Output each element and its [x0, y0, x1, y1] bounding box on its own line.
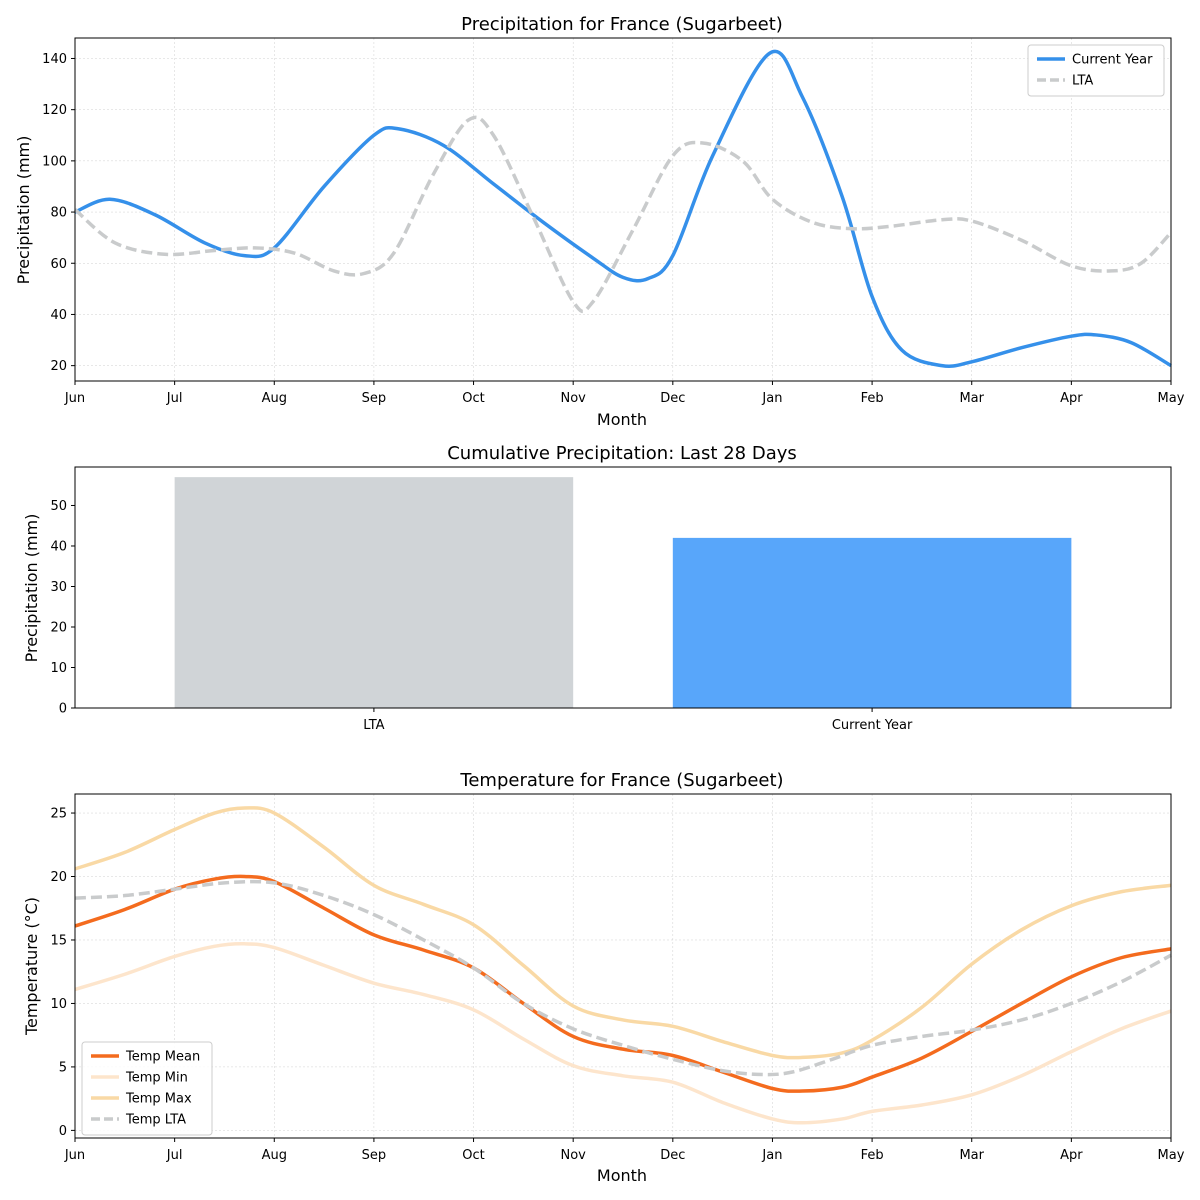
- y-axis-ticks: 0 5 10 15 20 25: [50, 807, 75, 1139]
- legend-box: [81, 1041, 213, 1136]
- x-tick-label: Oct: [462, 1148, 484, 1163]
- y-axis-label: Temperature (°C): [22, 897, 41, 1036]
- grid: [74, 794, 1172, 1138]
- series-lines: [74, 806, 1172, 1125]
- cumulative-precipitation-bar-chart: Cumulative Precipitation: Last 28 Days L…: [22, 443, 1172, 733]
- x-axis-label: Month: [597, 410, 647, 429]
- grid: [74, 38, 1172, 381]
- series-line: [74, 806, 1172, 1060]
- precipitation-line-chart: Precipitation for France (Sugarbeet) Jun…: [14, 14, 1185, 429]
- y-tick-label: 20: [50, 870, 67, 885]
- x-tick-label: Dec: [660, 391, 685, 406]
- series-lines: [73, 49, 1173, 369]
- series-line: [74, 49, 1172, 369]
- x-tick-label: Jul: [166, 1148, 183, 1163]
- legend-label: Temp Min: [125, 1071, 188, 1086]
- y-axis-label: Precipitation (mm): [22, 514, 41, 663]
- plot-frame: [74, 793, 1172, 1139]
- x-tick-label: Dec: [660, 1148, 685, 1163]
- x-tick-label: Oct: [462, 391, 484, 406]
- y-tick-label: 50: [50, 499, 67, 514]
- series-line: [74, 874, 1172, 1093]
- legend-label: Temp Mean: [125, 1050, 200, 1065]
- bar: [672, 537, 1072, 708]
- y-tick-label: 120: [42, 103, 67, 118]
- plot-frame: [74, 466, 1172, 709]
- y-tick-label: 20: [50, 359, 67, 374]
- x-tick-label: Jun: [64, 1148, 85, 1163]
- y-tick-label: 15: [50, 933, 67, 948]
- x-tick-label: LTA: [363, 718, 384, 733]
- y-tick-label: 100: [42, 154, 67, 169]
- x-tick-label: Jun: [64, 391, 85, 406]
- chart-title: Cumulative Precipitation: Last 28 Days: [447, 443, 797, 464]
- x-tick-label: May: [1158, 391, 1185, 406]
- y-tick-label: 20: [50, 620, 67, 635]
- y-tick-label: 25: [50, 807, 67, 822]
- x-tick-label: May: [1158, 1148, 1185, 1163]
- y-tick-label: 10: [50, 997, 67, 1012]
- x-tick-label: Sep: [362, 391, 387, 406]
- y-axis-ticks: 20 40 60 80 100 120 140: [42, 52, 75, 374]
- y-axis-ticks: 0 10 20 30 40 50: [50, 499, 75, 717]
- legend: Temp Mean Temp Min Temp Max Temp LTA: [81, 1041, 213, 1136]
- bars: [174, 477, 1072, 708]
- y-tick-label: 5: [59, 1060, 67, 1075]
- x-tick-label: Mar: [959, 391, 984, 406]
- x-tick-label: Feb: [861, 1148, 884, 1163]
- x-tick-label: Jul: [166, 391, 183, 406]
- x-tick-label: Jan: [761, 391, 782, 406]
- x-tick-label: Aug: [262, 1148, 287, 1163]
- series-line: [74, 879, 1172, 1077]
- y-tick-label: 0: [59, 702, 67, 717]
- legend: Current Year LTA: [1027, 44, 1165, 97]
- bar: [174, 477, 574, 708]
- y-tick-label: 40: [50, 539, 67, 554]
- x-tick-label: Nov: [560, 1148, 586, 1163]
- y-tick-label: 140: [42, 52, 67, 67]
- legend-label: Temp LTA: [125, 1113, 186, 1128]
- y-axis-label: Precipitation (mm): [14, 136, 33, 285]
- y-tick-label: 10: [50, 661, 67, 676]
- x-tick-label: Sep: [362, 1148, 387, 1163]
- legend-label: Temp Max: [125, 1092, 192, 1107]
- y-tick-label: 30: [50, 580, 67, 595]
- x-tick-label: Current Year: [832, 718, 913, 733]
- y-tick-label: 40: [50, 308, 67, 323]
- temperature-line-chart: Temperature for France (Sugarbeet) Jun Ju…: [22, 770, 1185, 1185]
- legend-label: LTA: [1072, 74, 1093, 89]
- series-line: [74, 941, 1172, 1125]
- x-tick-label: Nov: [560, 391, 586, 406]
- x-axis-label: Month: [597, 1166, 647, 1185]
- x-axis-ticks: Jun Jul Aug Sep Oct Nov Dec Jan Feb Mar Apr May: [64, 1138, 1185, 1163]
- chart-title: Precipitation for France (Sugarbeet): [461, 14, 783, 35]
- x-tick-label: Feb: [861, 391, 884, 406]
- x-tick-label: Apr: [1060, 1148, 1083, 1163]
- x-tick-label: Mar: [959, 1148, 984, 1163]
- x-axis-ticks: Jun Jul Aug Sep Oct Nov Dec Jan Feb Mar Apr May: [64, 381, 1185, 406]
- x-tick-label: Jan: [761, 1148, 782, 1163]
- y-tick-label: 60: [50, 257, 67, 272]
- x-tick-label: Aug: [262, 391, 287, 406]
- chart-title: Temperature for France (Sugarbeet): [459, 770, 783, 791]
- x-axis-ticks: LTA Current Year: [363, 708, 913, 733]
- plot-frame: [74, 37, 1172, 382]
- x-tick-label: Apr: [1060, 391, 1083, 406]
- y-tick-label: 0: [59, 1124, 67, 1139]
- y-tick-label: 80: [50, 206, 67, 221]
- legend-label: Current Year: [1072, 53, 1153, 68]
- series-line: [73, 115, 1173, 314]
